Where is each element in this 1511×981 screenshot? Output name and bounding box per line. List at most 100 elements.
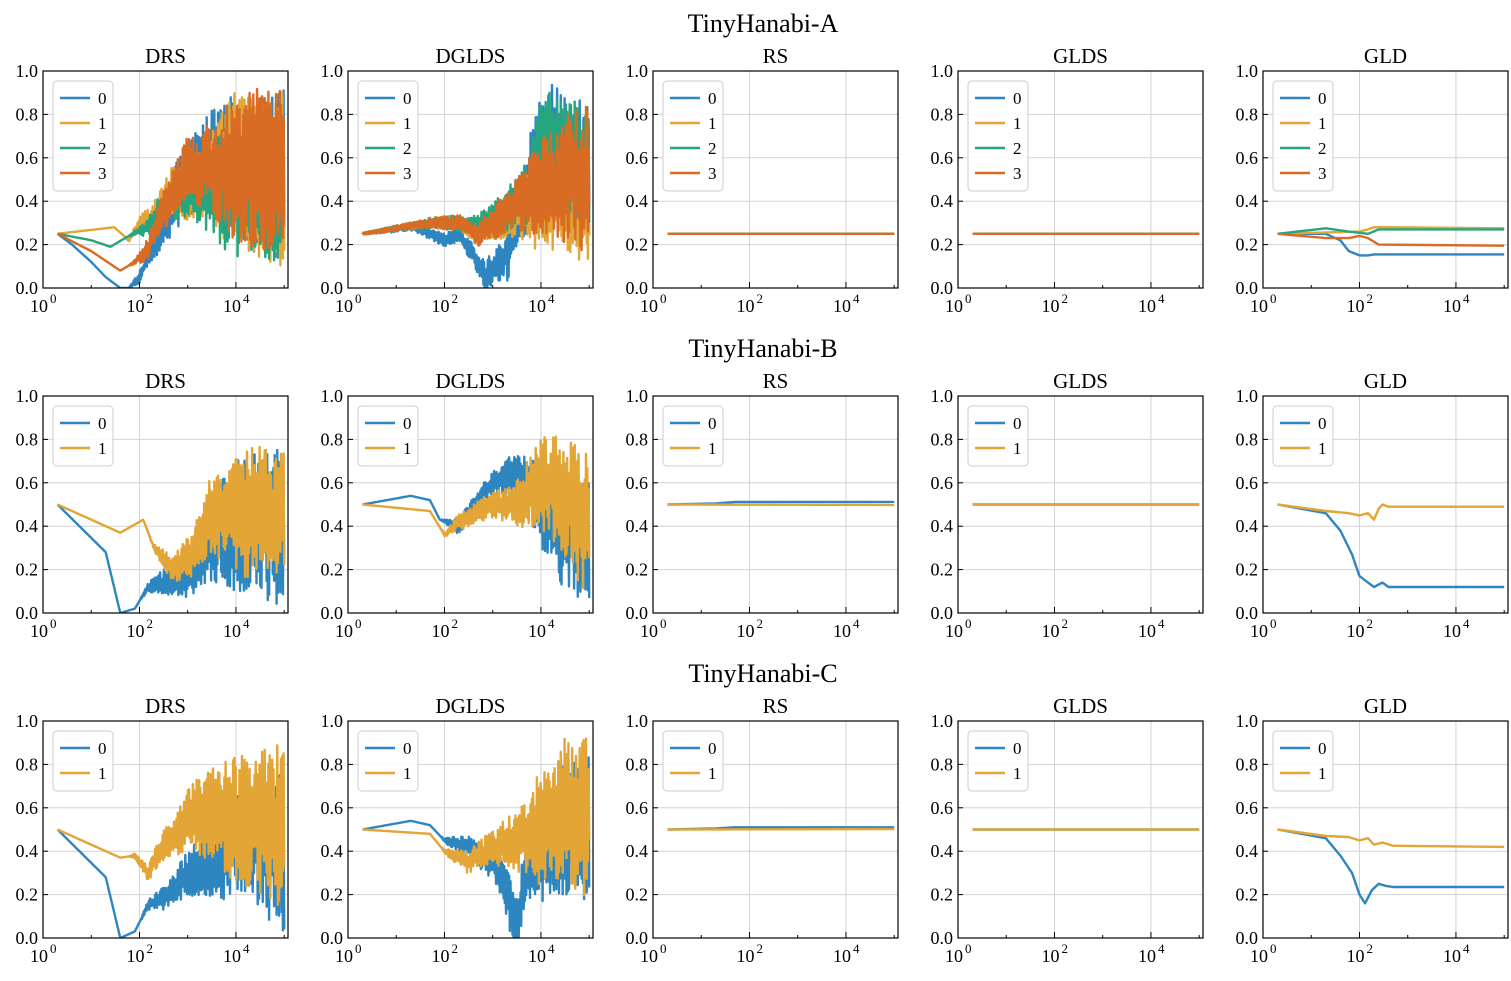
- panel-title: DGLDS: [435, 44, 505, 68]
- legend-label-1: 1: [403, 764, 412, 783]
- y-tick-label: 0.4: [16, 841, 39, 861]
- legend-label-0: 0: [708, 89, 717, 108]
- y-tick-label: 0.6: [321, 148, 344, 168]
- plot-frame: [652, 720, 899, 939]
- x-tick-label: 10: [1250, 296, 1268, 316]
- y-tick-label: 0.8: [931, 104, 954, 124]
- legend-label-1: 1: [708, 114, 717, 133]
- x-tick-exponent: 0: [50, 941, 57, 956]
- plot-frame: [1262, 395, 1509, 614]
- y-tick-label: 0.6: [1236, 798, 1259, 818]
- x-tick-label: 10: [335, 946, 353, 966]
- legend-label-1: 1: [1318, 764, 1327, 783]
- y-tick-label: 0.8: [626, 104, 649, 124]
- x-tick-label: 10: [1138, 946, 1156, 966]
- x-tick-exponent: 2: [1366, 616, 1373, 631]
- y-tick-label: 0.2: [16, 560, 39, 580]
- series-line-0: [1277, 828, 1505, 905]
- x-tick-label: 10: [223, 946, 241, 966]
- row-title-c: TinyHanabi-C: [688, 659, 837, 688]
- y-tick-label: 0.8: [16, 104, 39, 124]
- y-tick-label: 0.6: [1236, 473, 1259, 493]
- panel-title: GLD: [1364, 694, 1407, 718]
- series-line-0: [56, 448, 286, 613]
- x-tick-label: 10: [1443, 296, 1461, 316]
- y-tick-label: 1.0: [931, 711, 954, 731]
- plot-frame: [347, 395, 594, 614]
- series-line-0: [1277, 232, 1505, 257]
- series-line-1: [1277, 828, 1505, 849]
- y-tick-label: 0.4: [626, 191, 649, 211]
- legend-label-3: 3: [708, 164, 717, 183]
- x-tick-exponent: 2: [451, 941, 458, 956]
- x-tick-label: 10: [1346, 946, 1364, 966]
- y-tick-label: 1.0: [1236, 61, 1259, 81]
- y-tick-label: 0.6: [16, 148, 39, 168]
- y-tick-label: 1.0: [16, 386, 39, 406]
- legend-label-1: 1: [1013, 764, 1022, 783]
- legend-box: [1272, 405, 1334, 467]
- x-tick-label: 10: [945, 621, 963, 641]
- series-line-1: [57, 445, 286, 582]
- x-tick-exponent: 0: [355, 941, 362, 956]
- x-tick-label: 10: [1041, 621, 1059, 641]
- y-tick-label: 0.2: [931, 885, 954, 905]
- panel-title: RS: [763, 44, 789, 68]
- x-tick-exponent: 4: [243, 616, 250, 631]
- legend-box: [662, 80, 724, 192]
- row-title-a: TinyHanabi-A: [688, 9, 839, 38]
- legend-label-0: 0: [1318, 739, 1327, 758]
- x-tick-exponent: 4: [243, 291, 250, 306]
- series-line-1: [57, 744, 286, 907]
- x-tick-exponent: 4: [1463, 941, 1470, 956]
- y-tick-label: 0.2: [626, 885, 649, 905]
- panel-title: DRS: [145, 369, 186, 393]
- x-tick-label: 10: [1138, 621, 1156, 641]
- y-tick-label: 0.8: [931, 429, 954, 449]
- y-tick-label: 0.0: [1236, 278, 1259, 298]
- x-tick-label: 10: [126, 946, 144, 966]
- x-tick-label: 10: [1443, 946, 1461, 966]
- y-tick-label: 0.4: [931, 191, 954, 211]
- x-tick-exponent: 0: [965, 616, 972, 631]
- series-line-3: [361, 105, 591, 252]
- x-tick-label: 10: [1138, 296, 1156, 316]
- legend-box: [52, 405, 114, 467]
- x-tick-exponent: 2: [1061, 291, 1068, 306]
- y-tick-label: 0.6: [1236, 148, 1259, 168]
- legend-box: [52, 730, 114, 792]
- y-tick-label: 0.4: [321, 516, 344, 536]
- legend-label-1: 1: [1318, 114, 1327, 133]
- y-tick-label: 0.6: [931, 798, 954, 818]
- y-tick-label: 0.0: [931, 603, 954, 623]
- panel-title: GLD: [1364, 369, 1407, 393]
- legend-box: [52, 80, 114, 192]
- x-tick-label: 10: [528, 946, 546, 966]
- y-tick-label: 1.0: [16, 61, 39, 81]
- y-tick-label: 0.4: [626, 516, 649, 536]
- legend-label-3: 3: [98, 164, 107, 183]
- legend-label-3: 3: [1318, 164, 1327, 183]
- y-tick-label: 0.8: [321, 104, 344, 124]
- y-tick-label: 0.2: [16, 235, 39, 255]
- x-tick-exponent: 4: [548, 616, 555, 631]
- plot-frame: [957, 720, 1204, 939]
- legend-label-2: 2: [1318, 139, 1327, 158]
- plot-frame: [42, 70, 289, 289]
- y-tick-label: 0.4: [931, 841, 954, 861]
- legend-label-1: 1: [708, 764, 717, 783]
- x-tick-label: 10: [1250, 946, 1268, 966]
- plot-frame: [42, 720, 289, 939]
- y-tick-label: 0.6: [16, 798, 39, 818]
- series-line-0: [1277, 503, 1505, 589]
- legend-label-0: 0: [403, 414, 412, 433]
- x-tick-exponent: 4: [1158, 616, 1165, 631]
- x-tick-exponent: 2: [146, 616, 153, 631]
- y-tick-label: 0.0: [16, 928, 39, 948]
